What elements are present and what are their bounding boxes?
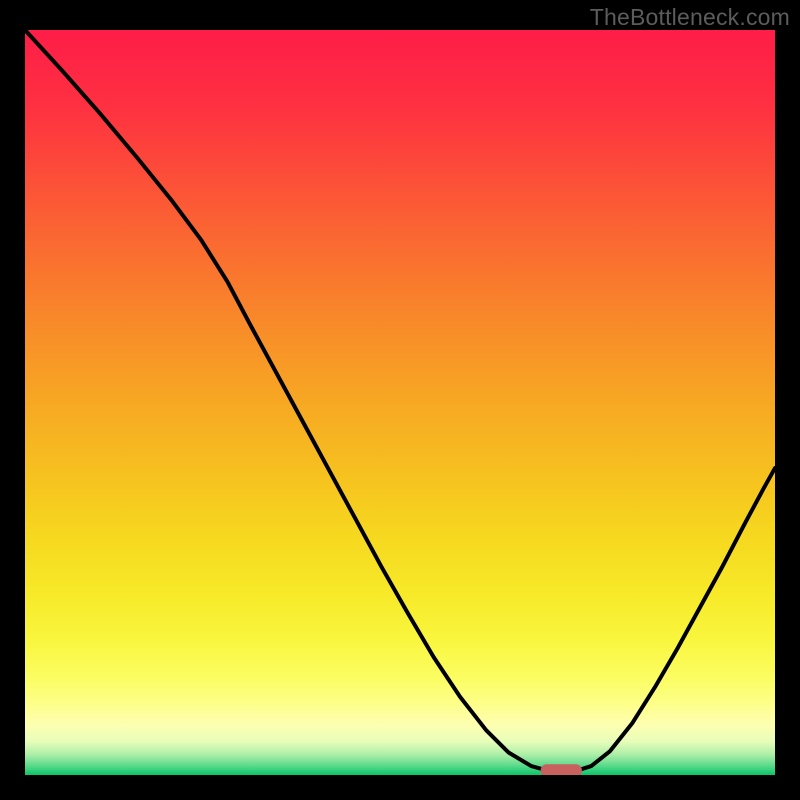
plot-area (25, 30, 775, 775)
min-marker (541, 764, 582, 775)
watermark-text: TheBottleneck.com (590, 4, 790, 31)
bottleneck-curve (25, 30, 775, 772)
chart-canvas: TheBottleneck.com (0, 0, 800, 800)
plot-svg (25, 30, 775, 775)
